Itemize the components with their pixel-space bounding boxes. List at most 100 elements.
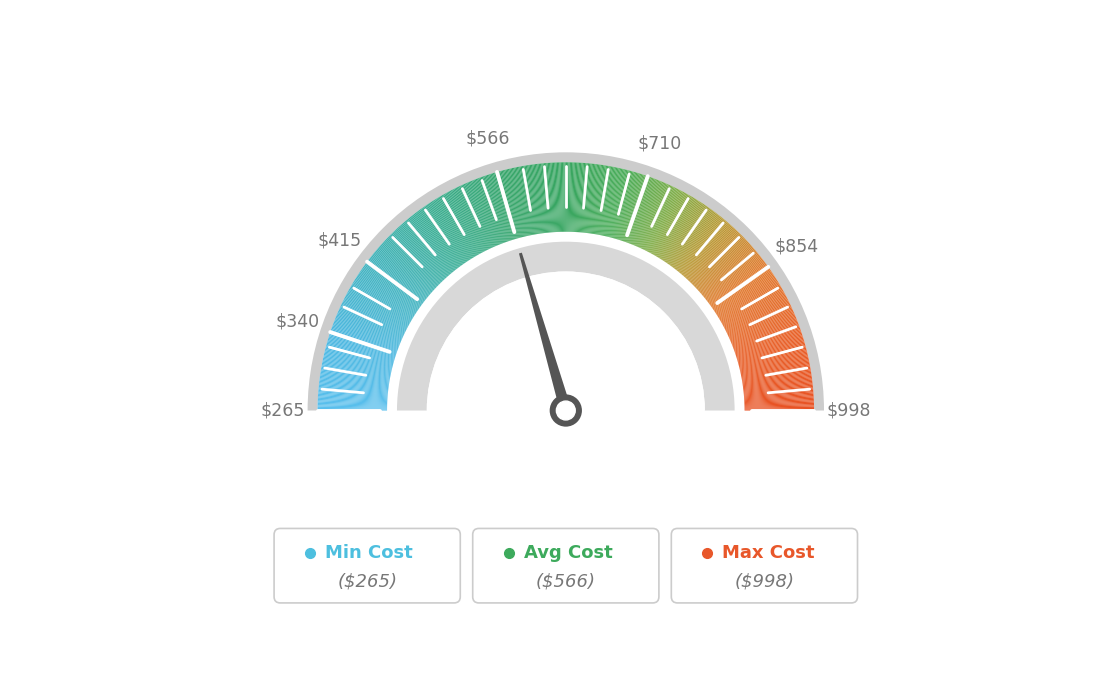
Wedge shape: [690, 231, 739, 282]
Wedge shape: [491, 173, 513, 240]
Wedge shape: [454, 188, 487, 251]
Wedge shape: [460, 186, 490, 249]
Wedge shape: [399, 226, 446, 278]
Wedge shape: [339, 310, 403, 339]
Wedge shape: [707, 257, 762, 301]
Wedge shape: [661, 200, 699, 259]
Wedge shape: [361, 269, 420, 309]
Wedge shape: [728, 306, 792, 336]
Wedge shape: [318, 396, 388, 401]
Wedge shape: [413, 215, 456, 270]
Wedge shape: [673, 213, 716, 268]
Wedge shape: [359, 273, 417, 313]
Wedge shape: [318, 402, 388, 405]
Wedge shape: [319, 381, 389, 390]
Wedge shape: [742, 366, 810, 380]
Wedge shape: [739, 348, 807, 367]
Wedge shape: [332, 326, 397, 351]
Wedge shape: [744, 399, 814, 403]
Wedge shape: [602, 167, 616, 235]
Wedge shape: [318, 393, 388, 398]
Wedge shape: [542, 164, 550, 233]
Wedge shape: [519, 166, 533, 235]
Wedge shape: [655, 195, 691, 256]
Wedge shape: [340, 306, 404, 336]
Wedge shape: [318, 409, 388, 411]
Wedge shape: [318, 408, 388, 410]
Wedge shape: [404, 221, 450, 275]
Wedge shape: [744, 393, 814, 398]
Wedge shape: [439, 196, 476, 257]
Wedge shape: [678, 217, 723, 272]
Wedge shape: [578, 163, 585, 233]
Wedge shape: [701, 247, 754, 294]
Wedge shape: [742, 372, 811, 384]
Wedge shape: [518, 167, 532, 235]
Wedge shape: [686, 227, 734, 279]
Wedge shape: [391, 233, 440, 284]
Wedge shape: [625, 176, 649, 242]
Wedge shape: [744, 393, 814, 400]
Wedge shape: [740, 355, 808, 371]
Wedge shape: [402, 224, 448, 277]
Wedge shape: [323, 354, 392, 371]
Text: $415: $415: [317, 232, 361, 250]
Wedge shape: [501, 170, 520, 238]
Wedge shape: [705, 255, 761, 299]
Wedge shape: [675, 213, 718, 269]
Wedge shape: [321, 368, 390, 381]
Wedge shape: [729, 308, 793, 338]
Wedge shape: [320, 373, 389, 384]
Wedge shape: [741, 363, 809, 377]
Wedge shape: [722, 288, 783, 324]
Wedge shape: [457, 187, 488, 250]
Wedge shape: [641, 186, 672, 249]
Wedge shape: [688, 228, 735, 280]
Wedge shape: [561, 162, 563, 232]
Wedge shape: [715, 274, 774, 313]
Wedge shape: [676, 215, 719, 270]
Text: ($265): ($265): [337, 572, 397, 590]
Wedge shape: [534, 164, 544, 233]
Wedge shape: [679, 219, 724, 273]
Wedge shape: [308, 152, 824, 411]
Wedge shape: [325, 350, 392, 368]
Wedge shape: [575, 163, 580, 232]
Wedge shape: [360, 271, 418, 310]
Wedge shape: [722, 290, 784, 324]
Wedge shape: [639, 184, 669, 248]
Wedge shape: [680, 219, 725, 273]
Wedge shape: [318, 399, 388, 403]
Wedge shape: [348, 290, 410, 324]
Wedge shape: [737, 340, 804, 361]
Wedge shape: [327, 344, 394, 364]
Wedge shape: [733, 323, 798, 348]
Wedge shape: [452, 189, 485, 252]
Wedge shape: [348, 291, 410, 325]
Wedge shape: [725, 298, 787, 331]
Wedge shape: [319, 383, 389, 392]
Wedge shape: [546, 163, 553, 233]
Wedge shape: [357, 275, 416, 314]
Wedge shape: [571, 162, 574, 232]
Wedge shape: [321, 364, 390, 378]
Wedge shape: [731, 317, 796, 344]
Wedge shape: [528, 165, 540, 234]
Wedge shape: [368, 260, 424, 303]
Text: Min Cost: Min Cost: [325, 544, 413, 562]
Wedge shape: [318, 395, 388, 400]
Wedge shape: [321, 365, 390, 379]
Wedge shape: [358, 274, 416, 313]
Wedge shape: [643, 186, 673, 250]
Wedge shape: [390, 235, 439, 285]
Wedge shape: [740, 351, 807, 368]
Text: $265: $265: [261, 402, 305, 420]
Wedge shape: [681, 221, 728, 275]
Wedge shape: [603, 168, 618, 236]
Wedge shape: [438, 197, 475, 257]
Wedge shape: [353, 281, 413, 318]
Wedge shape: [323, 357, 391, 373]
Wedge shape: [318, 406, 388, 408]
Wedge shape: [380, 246, 433, 293]
Wedge shape: [333, 322, 399, 347]
